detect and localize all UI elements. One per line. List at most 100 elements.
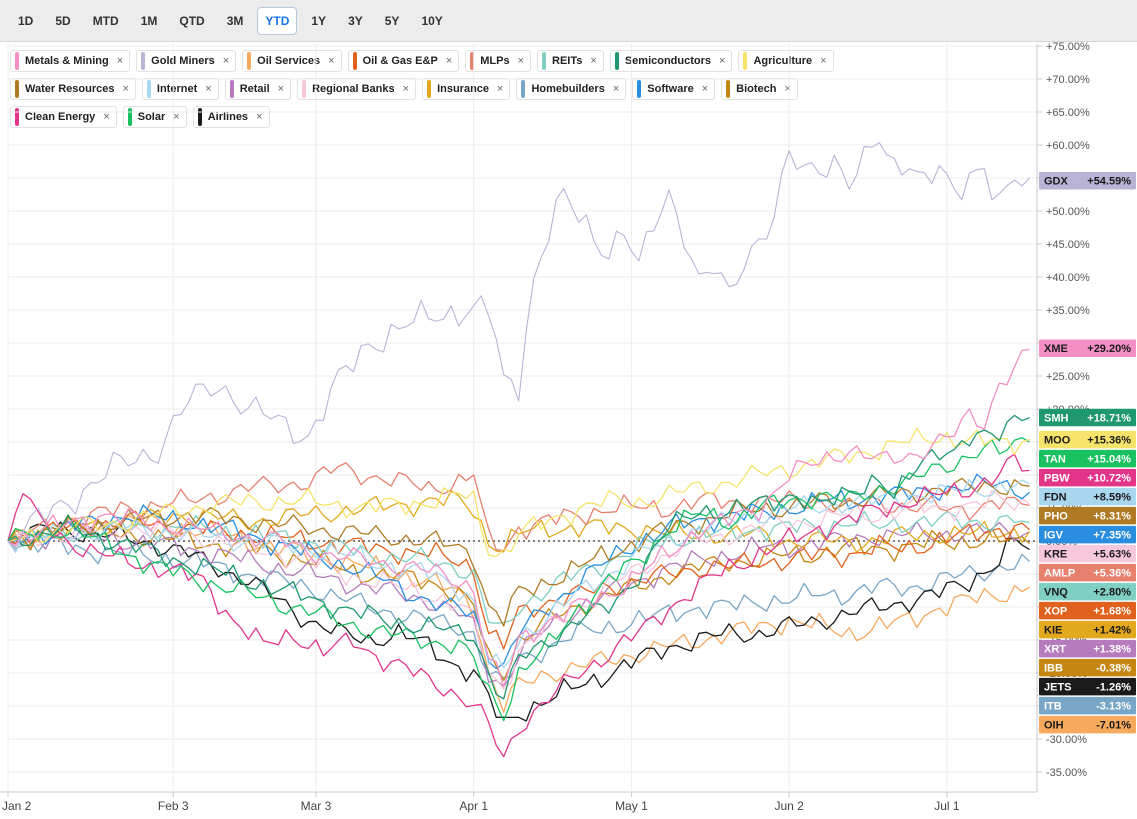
legend-chip[interactable]: Gold Miners × <box>136 50 237 72</box>
range-button-5d[interactable]: 5D <box>55 13 71 28</box>
legend-label: Clean Energy <box>25 111 96 123</box>
legend-chip[interactable]: Retail × <box>224 78 292 100</box>
value-tag-bg <box>1039 506 1136 525</box>
legend-chip[interactable]: Regional Banks × <box>297 78 417 100</box>
value-tag-bg <box>1039 677 1136 696</box>
legend-label: Solar <box>137 111 166 123</box>
series-line-vnq <box>7 510 1030 624</box>
remove-series-icon[interactable]: × <box>612 83 620 95</box>
legend-chip[interactable]: Internet × <box>141 78 219 100</box>
y-tick-label: +70.00% <box>1046 74 1090 86</box>
y-tick-label: +50.00% <box>1046 206 1090 218</box>
value-tag-pho: PHO +8.31% <box>1039 506 1136 525</box>
value-tag-ticker: ITB <box>1044 700 1062 712</box>
value-tag-ticker: XME <box>1044 343 1068 355</box>
value-tag-bg <box>1039 658 1136 677</box>
legend-chip[interactable]: Homebuilders × <box>516 78 627 100</box>
legend-swatch <box>470 52 475 70</box>
legend-swatch <box>15 108 19 126</box>
remove-series-icon[interactable]: × <box>103 111 110 123</box>
value-tag-ibb: IBB -0.38% <box>1039 658 1136 677</box>
range-button-1y[interactable]: 1Y <box>311 13 327 28</box>
range-button-qtd[interactable]: QTD <box>179 13 205 28</box>
value-tag-bg <box>1039 544 1136 563</box>
legend-swatch <box>614 52 619 70</box>
legend-chip[interactable]: REITs × <box>537 50 604 72</box>
remove-series-icon[interactable]: × <box>497 83 504 95</box>
legend-label: Insurance <box>437 83 490 95</box>
value-tag-value: +5.36% <box>1093 567 1131 579</box>
remove-series-icon[interactable]: × <box>116 55 124 67</box>
remove-series-icon[interactable]: × <box>222 55 230 67</box>
range-button-1m[interactable]: 1M <box>140 13 158 28</box>
value-tag-bg <box>1039 696 1136 715</box>
range-button-1d[interactable]: 1D <box>18 13 34 28</box>
remove-series-icon[interactable]: × <box>719 55 726 67</box>
value-tag-value: +8.59% <box>1093 491 1131 503</box>
range-button-3y[interactable]: 3Y <box>348 13 363 28</box>
value-tag-kre: KRE +5.63% <box>1039 544 1136 563</box>
legend-swatch <box>127 108 132 126</box>
legend-swatch <box>743 52 748 70</box>
value-tag-ticker: VNQ <box>1044 586 1068 598</box>
legend-chip[interactable]: Biotech × <box>721 78 798 100</box>
y-tick-label: -35.00% <box>1046 767 1087 779</box>
legend-swatch <box>141 52 146 70</box>
value-tag-value: +1.68% <box>1093 605 1131 617</box>
value-tag-xrt: XRT +1.38% <box>1039 639 1136 658</box>
legend-chip[interactable]: Water Resources × <box>10 78 136 100</box>
legend-swatch <box>197 108 202 126</box>
remove-series-icon[interactable]: × <box>277 83 285 95</box>
value-tag-vnq: VNQ +2.80% <box>1039 582 1136 601</box>
series-line-tan <box>7 437 1030 722</box>
range-button-10y[interactable]: 10Y <box>421 13 443 28</box>
value-tag-value: +5.63% <box>1093 548 1131 560</box>
value-tag-bg <box>1039 468 1136 487</box>
range-button-3m[interactable]: 3M <box>226 13 244 28</box>
remove-series-icon[interactable]: × <box>328 55 335 67</box>
y-tick-label: -30.00% <box>1046 734 1087 746</box>
legend-swatch <box>521 80 526 98</box>
value-tag-jets: JETS -1.26% <box>1039 677 1136 696</box>
remove-series-icon[interactable]: × <box>517 55 525 67</box>
range-button-mtd[interactable]: MTD <box>92 13 119 28</box>
remove-series-icon[interactable]: × <box>445 55 453 67</box>
remove-series-icon[interactable]: × <box>173 111 180 123</box>
remove-series-icon[interactable]: × <box>820 55 827 67</box>
remove-series-icon[interactable]: × <box>590 55 597 67</box>
legend-chip[interactable]: Software × <box>632 78 716 100</box>
y-tick-label: +75.00% <box>1046 41 1090 53</box>
value-tag-ticker: IBB <box>1044 662 1063 674</box>
legend-label: Regional Banks <box>312 83 395 95</box>
legend-label: Oil & Gas E&P <box>362 55 438 67</box>
remove-series-icon[interactable]: × <box>784 83 791 95</box>
y-tick-label: +35.00% <box>1046 305 1090 317</box>
value-tag-ticker: FDN <box>1044 491 1067 503</box>
value-tag-gdx: GDX +54.59% <box>1039 171 1136 190</box>
range-button-5y[interactable]: 5Y <box>384 13 400 28</box>
range-button-ytd[interactable]: YTD <box>257 6 298 35</box>
remove-series-icon[interactable]: × <box>256 111 263 123</box>
value-tag-ticker: PBW <box>1044 472 1070 484</box>
remove-series-icon[interactable]: × <box>701 83 709 95</box>
y-tick-label: +40.00% <box>1046 272 1090 284</box>
y-tick-label: +45.00% <box>1046 239 1090 251</box>
remove-series-icon[interactable]: × <box>122 83 129 95</box>
series-line-xop <box>7 510 1030 650</box>
legend-chip[interactable]: Semiconductors × <box>609 50 733 72</box>
value-tag-ticker: MOO <box>1044 434 1071 446</box>
remove-series-icon[interactable]: × <box>402 83 410 95</box>
legend-chip[interactable]: Oil & Gas E&P × <box>347 50 460 72</box>
legend-swatch <box>427 80 432 98</box>
value-tag-value: -3.13% <box>1096 700 1131 712</box>
remove-series-icon[interactable]: × <box>205 83 212 95</box>
x-tick-label: Apr 1 <box>459 799 488 813</box>
legend-chip[interactable]: Agriculture × <box>738 50 834 72</box>
value-tag-igv: IGV +7.35% <box>1039 525 1136 544</box>
legend-chip[interactable]: Metals & Mining × <box>10 50 131 72</box>
legend-chip[interactable]: Oil Services × <box>242 50 342 72</box>
value-tag-bg <box>1039 525 1136 544</box>
value-tag-value: +18.71% <box>1087 412 1131 424</box>
legend-chip[interactable]: MLPs × <box>465 50 532 72</box>
